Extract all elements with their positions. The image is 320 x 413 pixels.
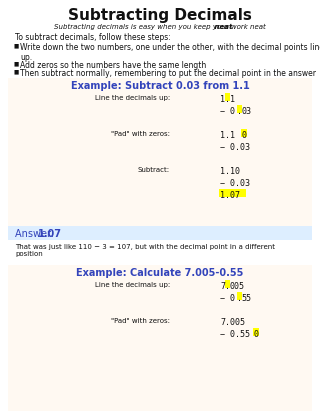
Bar [8,266,312,411]
Bar [8,79,312,226]
Text: 55: 55 [241,293,251,302]
Text: ■: ■ [13,43,18,48]
Text: 0: 0 [253,329,258,338]
Bar [237,292,242,300]
Bar [8,226,312,240]
Text: .: . [237,293,242,302]
Text: − 0: − 0 [220,293,235,302]
Text: That was just like 110 − 3 = 107, but with the decimal point in a different
posi: That was just like 110 − 3 = 107, but wi… [15,243,275,256]
Text: .: . [225,95,230,104]
Text: Subtracting Decimals: Subtracting Decimals [68,8,252,23]
Text: 1.10: 1.10 [220,166,240,176]
Text: Example: Subtract 0.03 from 1.1: Example: Subtract 0.03 from 1.1 [71,81,249,91]
Text: Example: Calculate 7.005-0.55: Example: Calculate 7.005-0.55 [76,267,244,277]
Text: 0: 0 [241,131,246,140]
Text: Subtracting decimals is easy when you keep your work neat: Subtracting decimals is easy when you ke… [54,24,266,30]
Text: − 0: − 0 [220,107,235,116]
Text: 7.005: 7.005 [220,317,245,326]
Bar [225,280,230,288]
Text: 1.07: 1.07 [38,228,62,238]
Text: .: . [237,107,242,116]
Text: Write down the two numbers, one under the other, with the decimal points lined
u: Write down the two numbers, one under th… [20,43,320,62]
Text: To subtract decimals, follow these steps:: To subtract decimals, follow these steps… [15,33,171,42]
Text: "Pad" with zeros:: "Pad" with zeros: [111,317,170,323]
Bar [219,190,246,197]
Text: ■: ■ [13,69,18,74]
Text: .: . [225,281,230,290]
Bar [253,328,259,336]
Text: 1.07: 1.07 [220,190,240,199]
Bar [225,94,230,102]
Text: ■: ■ [13,61,18,66]
Text: − 0.55: − 0.55 [220,329,250,338]
Text: 7: 7 [220,281,225,290]
Text: Then subtract normally, remembering to put the decimal point in the answer: Then subtract normally, remembering to p… [20,69,316,78]
Bar [241,130,247,138]
Text: − 0.03: − 0.03 [220,142,250,152]
Text: 1.1: 1.1 [220,131,235,140]
Text: Line the decimals up:: Line the decimals up: [95,281,170,287]
Text: "Pad" with zeros:: "Pad" with zeros: [111,131,170,137]
Text: 005: 005 [230,281,245,290]
Text: 1: 1 [220,95,225,104]
Text: Subtract:: Subtract: [138,166,170,173]
Text: neat: neat [87,24,233,30]
Text: Line the decimals up:: Line the decimals up: [95,95,170,101]
Text: Add zeros so the numbers have the same length: Add zeros so the numbers have the same l… [20,61,206,70]
Text: − 0.03: − 0.03 [220,178,250,188]
Text: 1: 1 [230,95,235,104]
Text: 03: 03 [241,107,251,116]
Text: Answer:: Answer: [15,228,57,238]
Bar [237,106,242,114]
